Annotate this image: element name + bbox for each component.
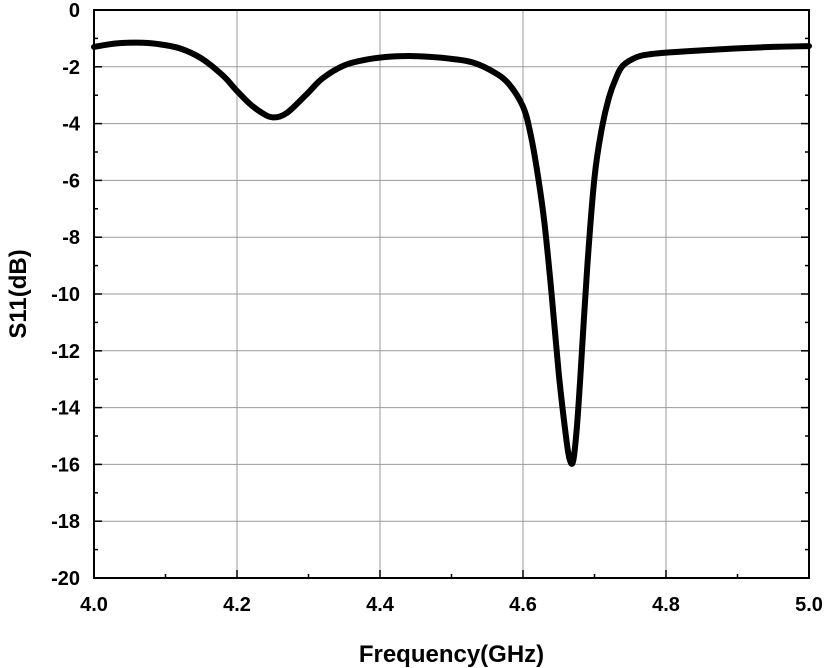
y-tick-label: -20 [51,568,80,590]
x-axis-title: Frequency(GHz) [359,641,544,668]
y-tick-label: -18 [51,511,80,533]
x-tick-label: 4.0 [80,594,108,616]
y-tick-labels: 0 -2 -4 -6 -8 -10 -12 -14 -16 -18 -20 [51,0,81,590]
y-tick-label: -10 [51,284,80,306]
y-axis-title: S11(dB) [5,249,32,338]
y-tick-label: -2 [62,57,80,79]
y-tick-label: -4 [62,114,81,136]
y-tick-label: 0 [69,0,80,22]
y-tick-label: -16 [51,454,80,476]
series-group [91,39,812,467]
grid-lines [94,10,809,578]
y-tick-label: -12 [51,341,80,363]
s11-series-line-0 [91,39,812,467]
x-tick-labels: 4.0 4.2 4.4 4.6 4.8 5.0 [80,594,823,616]
x-tick-label: 4.4 [366,594,395,616]
y-tick-label: -14 [51,398,81,420]
x-tick-label: 5.0 [795,594,823,616]
x-tick-label: 4.8 [652,594,680,616]
y-tick-label: -8 [62,227,80,249]
x-tick-label: 4.6 [509,594,537,616]
plot-frame [93,9,810,579]
y-tick-label: -6 [62,170,80,192]
x-tick-label: 4.2 [223,594,251,616]
minor-ticks [94,37,809,578]
